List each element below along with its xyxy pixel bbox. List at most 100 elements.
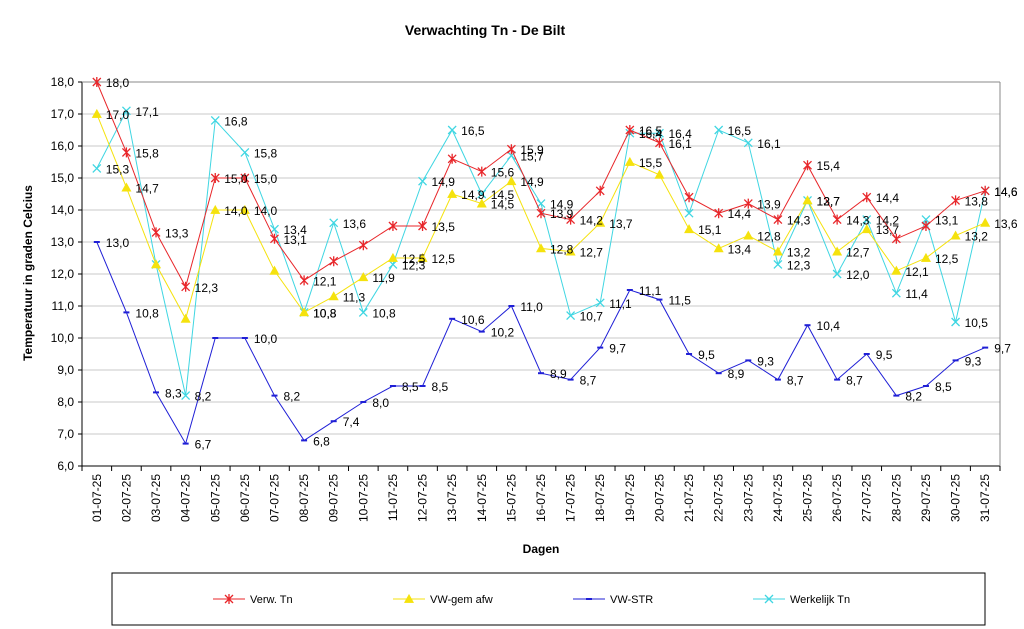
x-tick-label: 10-07-25 bbox=[356, 474, 370, 522]
data-label: 14,3 bbox=[787, 214, 811, 228]
point-marker bbox=[773, 259, 783, 269]
x-tick-label: 31-07-25 bbox=[978, 474, 992, 522]
data-label: 10,5 bbox=[965, 316, 989, 330]
point-marker bbox=[92, 77, 102, 87]
data-label: 16,1 bbox=[757, 137, 781, 151]
data-label: 14,9 bbox=[520, 175, 544, 189]
legend-label: Werkelijk Tn bbox=[790, 594, 850, 606]
point-marker bbox=[684, 192, 694, 203]
data-label: 15,8 bbox=[135, 146, 159, 160]
point-marker bbox=[417, 252, 428, 262]
point-marker bbox=[239, 204, 250, 214]
data-label: 10,0 bbox=[254, 332, 278, 346]
data-label: 14,0 bbox=[254, 204, 278, 218]
data-label: 12,7 bbox=[817, 194, 841, 208]
point-marker bbox=[358, 240, 368, 251]
x-tick-label: 08-07-25 bbox=[297, 474, 311, 522]
data-label: 8,5 bbox=[935, 380, 952, 394]
y-tick-label: 11,0 bbox=[52, 299, 75, 313]
data-label: 15,1 bbox=[698, 223, 722, 237]
data-label: 8,0 bbox=[372, 396, 389, 410]
x-tick-label: 07-07-25 bbox=[267, 474, 281, 522]
data-label: 16,4 bbox=[668, 127, 692, 141]
point-marker bbox=[447, 153, 457, 164]
x-tick-label: 24-07-25 bbox=[771, 474, 785, 522]
x-tick-label: 17-07-25 bbox=[564, 474, 578, 522]
data-label: 11,1 bbox=[609, 297, 632, 311]
point-marker bbox=[654, 169, 665, 179]
data-label: 13,4 bbox=[728, 242, 752, 256]
y-tick-label: 8,0 bbox=[57, 395, 74, 409]
point-marker bbox=[418, 176, 428, 186]
point-marker bbox=[684, 208, 694, 218]
x-tick-label: 05-07-25 bbox=[208, 474, 222, 522]
data-label: 14,2 bbox=[580, 214, 604, 228]
data-label: 14,2 bbox=[876, 214, 900, 228]
data-label: 10,2 bbox=[491, 326, 515, 340]
data-label: 17,0 bbox=[106, 108, 130, 122]
point-marker bbox=[802, 195, 813, 205]
data-label: 13,6 bbox=[343, 217, 367, 231]
point-marker bbox=[891, 265, 902, 275]
point-marker bbox=[803, 160, 812, 171]
data-label: 13,8 bbox=[965, 194, 989, 208]
point-marker bbox=[832, 246, 843, 256]
data-label: 13,4 bbox=[283, 223, 307, 237]
data-label: 16,5 bbox=[639, 124, 663, 138]
data-label: 13,2 bbox=[787, 246, 811, 260]
data-label: 14,4 bbox=[728, 207, 752, 221]
point-marker bbox=[477, 189, 487, 199]
data-label: 14,6 bbox=[994, 185, 1018, 199]
point-marker bbox=[506, 144, 516, 155]
x-tick-label: 29-07-25 bbox=[919, 474, 933, 522]
data-label: 16,5 bbox=[461, 124, 485, 138]
data-label: 10,7 bbox=[580, 310, 604, 324]
point-marker bbox=[951, 317, 961, 327]
x-tick-label: 02-07-25 bbox=[119, 474, 133, 522]
point-marker bbox=[121, 106, 131, 116]
data-label: 8,5 bbox=[402, 380, 419, 394]
data-label: 10,8 bbox=[313, 306, 337, 320]
data-label: 14,6 bbox=[994, 185, 1018, 199]
data-label: 15,5 bbox=[639, 156, 663, 170]
y-tick-label: 10,0 bbox=[51, 331, 75, 345]
x-tick-label: 22-07-25 bbox=[712, 474, 726, 522]
point-marker bbox=[862, 192, 872, 203]
legend-label: VW-STR bbox=[610, 594, 653, 606]
legend-box bbox=[111, 572, 986, 626]
x-tick-label: 19-07-25 bbox=[623, 474, 637, 522]
x-tick-label: 30-07-25 bbox=[949, 474, 963, 522]
data-label: 6,7 bbox=[195, 438, 212, 452]
legend-item: Verw. Tn bbox=[213, 594, 293, 606]
x-tick-label: 15-07-25 bbox=[504, 474, 518, 522]
y-tick-label: 9,0 bbox=[57, 363, 74, 377]
data-label: 13,5 bbox=[432, 220, 456, 234]
data-label: 8,7 bbox=[787, 374, 804, 388]
point-marker bbox=[329, 256, 339, 267]
point-marker bbox=[506, 151, 516, 161]
legend: Verw. Tn VW-gem afw VW-STR Werkelijk Tn bbox=[111, 572, 986, 626]
point-marker bbox=[328, 291, 339, 301]
data-label: 8,7 bbox=[580, 374, 597, 388]
data-label: 8,2 bbox=[283, 390, 300, 404]
point-marker bbox=[654, 137, 664, 148]
data-label: 13,1 bbox=[283, 233, 307, 247]
data-label: 16,1 bbox=[668, 137, 692, 151]
x-tick-label: 25-07-25 bbox=[801, 474, 815, 522]
x-tick-label: 28-07-25 bbox=[889, 474, 903, 522]
data-label: 16,8 bbox=[224, 114, 248, 128]
legend-item: VW-gem afw bbox=[393, 593, 493, 606]
x-tick-label: 01-07-25 bbox=[90, 474, 104, 522]
legend-label: Verw. Tn bbox=[250, 594, 293, 606]
point-marker bbox=[832, 214, 842, 225]
x-tick-label: 06-07-25 bbox=[238, 474, 252, 522]
y-axis-label: Temperatuur in graden Celcius bbox=[21, 185, 35, 361]
data-label: 10,8 bbox=[372, 306, 396, 320]
point-marker bbox=[180, 313, 191, 323]
chart-title: Verwachting Tn - De Bilt bbox=[405, 22, 566, 38]
data-label: 16,4 bbox=[639, 127, 663, 141]
point-marker bbox=[980, 217, 991, 227]
x-tick-label: 04-07-25 bbox=[179, 474, 193, 522]
x-tick-label: 27-07-25 bbox=[860, 474, 874, 522]
point-marker bbox=[920, 252, 931, 262]
